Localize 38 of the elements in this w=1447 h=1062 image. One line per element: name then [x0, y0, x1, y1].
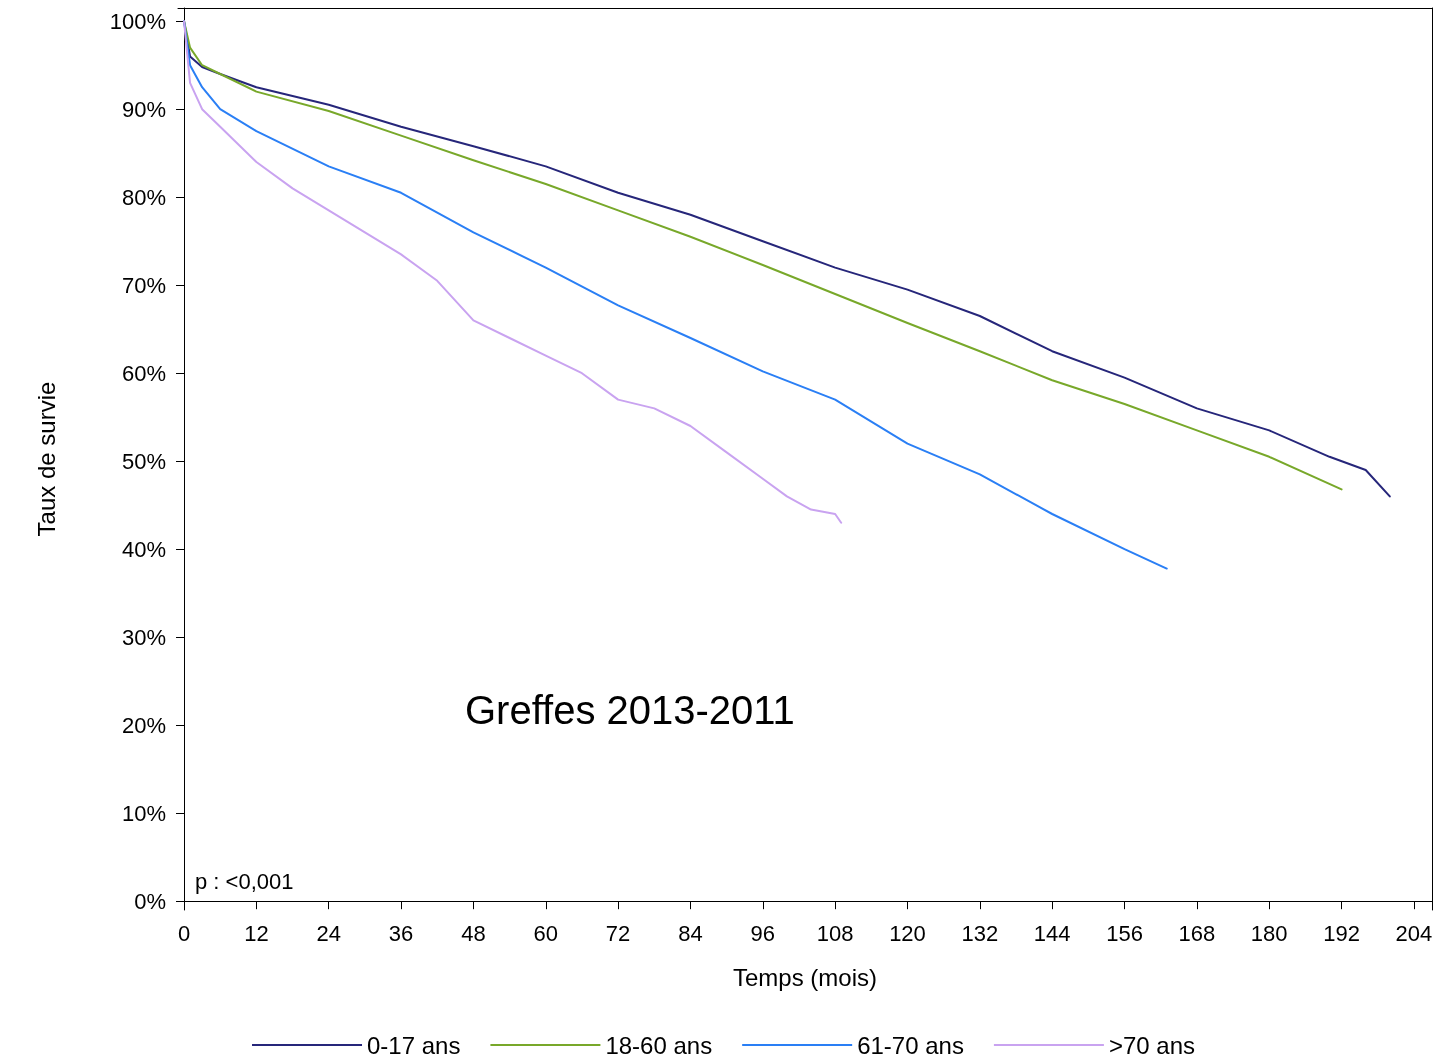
x-tick-label: 168 [1178, 920, 1216, 946]
y-axis-title: Taux de survie [32, 381, 60, 537]
y-tick-label: 60% [121, 360, 166, 386]
x-tick-label: 180 [1250, 920, 1288, 946]
x-tick-label: 156 [1106, 920, 1143, 946]
legend-label: >70 ans [1108, 1031, 1195, 1059]
x-axis-title: Temps (mois) [732, 963, 878, 991]
x-tick-label: 48 [461, 920, 486, 946]
x-tick-label: 12 [244, 920, 269, 946]
x-tick-label: 0 [177, 920, 191, 946]
y-tick-label: 40% [121, 536, 166, 562]
legend-label: 0-17 ans [367, 1031, 461, 1059]
line-series [183, 20, 843, 524]
y-tick-label: 50% [121, 448, 166, 474]
x-tick-label: 108 [816, 920, 854, 946]
y-tick-label: 90% [121, 96, 166, 122]
x-tick-label: 120 [889, 920, 926, 946]
x-tick-label: 72 [605, 920, 631, 946]
x-tick-label: 204 [1395, 920, 1433, 946]
y-tick-label: 0% [134, 888, 166, 914]
x-tick-label: 132 [961, 920, 999, 946]
y-tick-label: 20% [121, 712, 166, 738]
x-tick-label: 96 [750, 920, 776, 946]
y-tick-label: 100% [109, 8, 166, 34]
x-tick-label: 192 [1323, 920, 1360, 946]
annotation: Greffes 2013-2011 [465, 688, 795, 732]
x-tick-label: 60 [533, 920, 558, 946]
x-tick-label: 84 [678, 920, 703, 946]
annotation: p : <0,001 [195, 868, 294, 894]
x-tick-label: 24 [316, 920, 341, 946]
y-tick-label: 10% [121, 800, 166, 826]
x-tick-label: 144 [1033, 920, 1071, 946]
y-tick-label: 70% [121, 272, 166, 298]
legend-label: 61-70 ans [857, 1031, 964, 1059]
x-tick-label: 36 [388, 920, 414, 946]
legend-label: 18-60 ans [605, 1031, 713, 1059]
y-tick-label: 80% [121, 184, 166, 210]
y-tick-label: 30% [121, 624, 166, 650]
